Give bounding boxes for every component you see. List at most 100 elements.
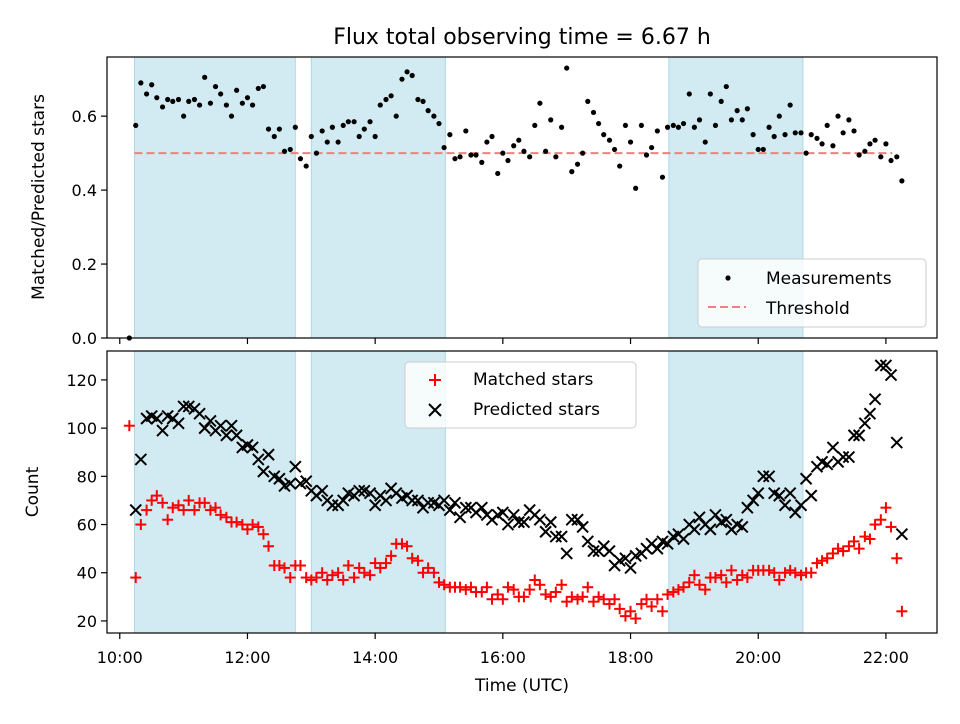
measurement-point	[712, 122, 719, 129]
y-tick-label: 40	[77, 564, 97, 583]
measurement-point	[755, 146, 761, 153]
measurement-point	[654, 128, 660, 134]
measurement-point	[149, 82, 155, 88]
measurement-point	[500, 150, 506, 156]
top-y-ticks: 0.0 0.2 0.4 0.6	[72, 107, 107, 348]
predicted-point	[517, 515, 531, 529]
matched-point	[321, 574, 333, 586]
measurement-point	[606, 137, 613, 143]
predicted-point	[879, 359, 893, 372]
matched-point	[284, 572, 296, 584]
measurement-point	[260, 83, 267, 90]
matched-point	[385, 550, 397, 562]
legend-label-predicted: Predicted stars	[473, 400, 600, 420]
predicted-point	[752, 486, 765, 500]
matched-point	[795, 569, 807, 581]
x-tick-label: 16:00	[480, 648, 526, 667]
matched-point	[709, 572, 721, 584]
matched-point	[332, 567, 344, 579]
shaded-interval	[133, 56, 296, 339]
y-tick-label: 80	[77, 467, 97, 486]
measurement-point	[356, 133, 362, 140]
matched-point	[204, 504, 216, 516]
matched-point	[529, 574, 541, 586]
measurement-point	[824, 122, 830, 129]
matched-point	[300, 572, 312, 584]
matched-point	[662, 588, 674, 600]
measurement-point	[377, 102, 383, 108]
predicted-point	[273, 472, 286, 485]
measurement-point	[611, 146, 618, 153]
predicted-point	[512, 515, 526, 529]
predicted-stars-points	[129, 359, 909, 575]
predicted-point	[874, 359, 888, 372]
legend-label-threshold: Threshold	[765, 299, 850, 319]
predicted-point	[746, 494, 760, 507]
predicted-point	[193, 407, 206, 420]
matched-point	[566, 591, 578, 603]
predicted-point	[799, 472, 813, 485]
measurement-point	[239, 100, 245, 106]
measurement-point	[463, 128, 469, 134]
predicted-point	[783, 486, 797, 500]
matched-point	[561, 596, 573, 608]
matched-point	[273, 560, 285, 572]
top-axes-frame	[106, 56, 938, 339]
measurement-point	[814, 135, 820, 141]
predicted-point	[581, 535, 594, 548]
predicted-point	[789, 506, 802, 519]
matched-point	[481, 581, 493, 593]
predicted-point	[852, 429, 866, 442]
predicted-point	[337, 494, 350, 507]
measurement-point	[255, 85, 261, 92]
matched-point	[374, 562, 386, 574]
predicted-point	[379, 494, 393, 507]
measurement-point	[798, 130, 804, 136]
measurement-point	[675, 124, 682, 130]
measurement-point	[782, 132, 788, 138]
measurement-point	[133, 122, 139, 129]
matched-point	[736, 569, 748, 581]
measurement-point	[165, 96, 171, 103]
measurement-point	[723, 83, 729, 90]
matched-point	[768, 567, 780, 579]
matched-point	[353, 562, 365, 574]
measurement-point	[543, 148, 549, 154]
measurement-point	[670, 122, 676, 129]
measurement-point	[159, 104, 166, 110]
legend-label-matched: Matched stars	[473, 370, 593, 390]
matched-point	[199, 497, 211, 509]
measurement-point	[457, 154, 463, 160]
matched-point	[337, 574, 349, 586]
legend-marker-matched	[429, 374, 441, 386]
measurement-point	[388, 93, 394, 99]
measurement-point	[633, 185, 639, 191]
matched-point	[656, 605, 668, 617]
matched-point	[651, 593, 663, 605]
matched-point	[173, 499, 185, 511]
measurement-point	[234, 87, 240, 93]
measurement-point	[175, 96, 182, 103]
matched-point	[130, 572, 142, 584]
matched-point	[167, 502, 179, 514]
measurement-point	[452, 156, 458, 162]
measurement-point	[574, 161, 581, 167]
bottom-x-ticks: 10:00 12:00 14:00 16:00 18:00 20:00 22:00	[97, 633, 909, 667]
measurement-point	[196, 102, 203, 108]
predicted-point	[246, 441, 259, 454]
predicted-point	[230, 429, 243, 442]
matched-point	[821, 552, 833, 564]
measurement-point	[739, 117, 745, 123]
matched-point	[725, 564, 737, 576]
measurement-point	[766, 124, 772, 130]
matched-point	[672, 584, 684, 596]
measurement-point	[649, 144, 655, 151]
predicted-point	[720, 513, 733, 526]
measurement-point	[420, 98, 426, 104]
measurement-point	[447, 132, 453, 138]
measurement-point	[659, 174, 666, 180]
measurement-point	[830, 143, 836, 149]
measurement-point	[191, 96, 198, 103]
measurement-point	[340, 122, 346, 129]
top-legend: Measurements Threshold	[697, 258, 927, 328]
